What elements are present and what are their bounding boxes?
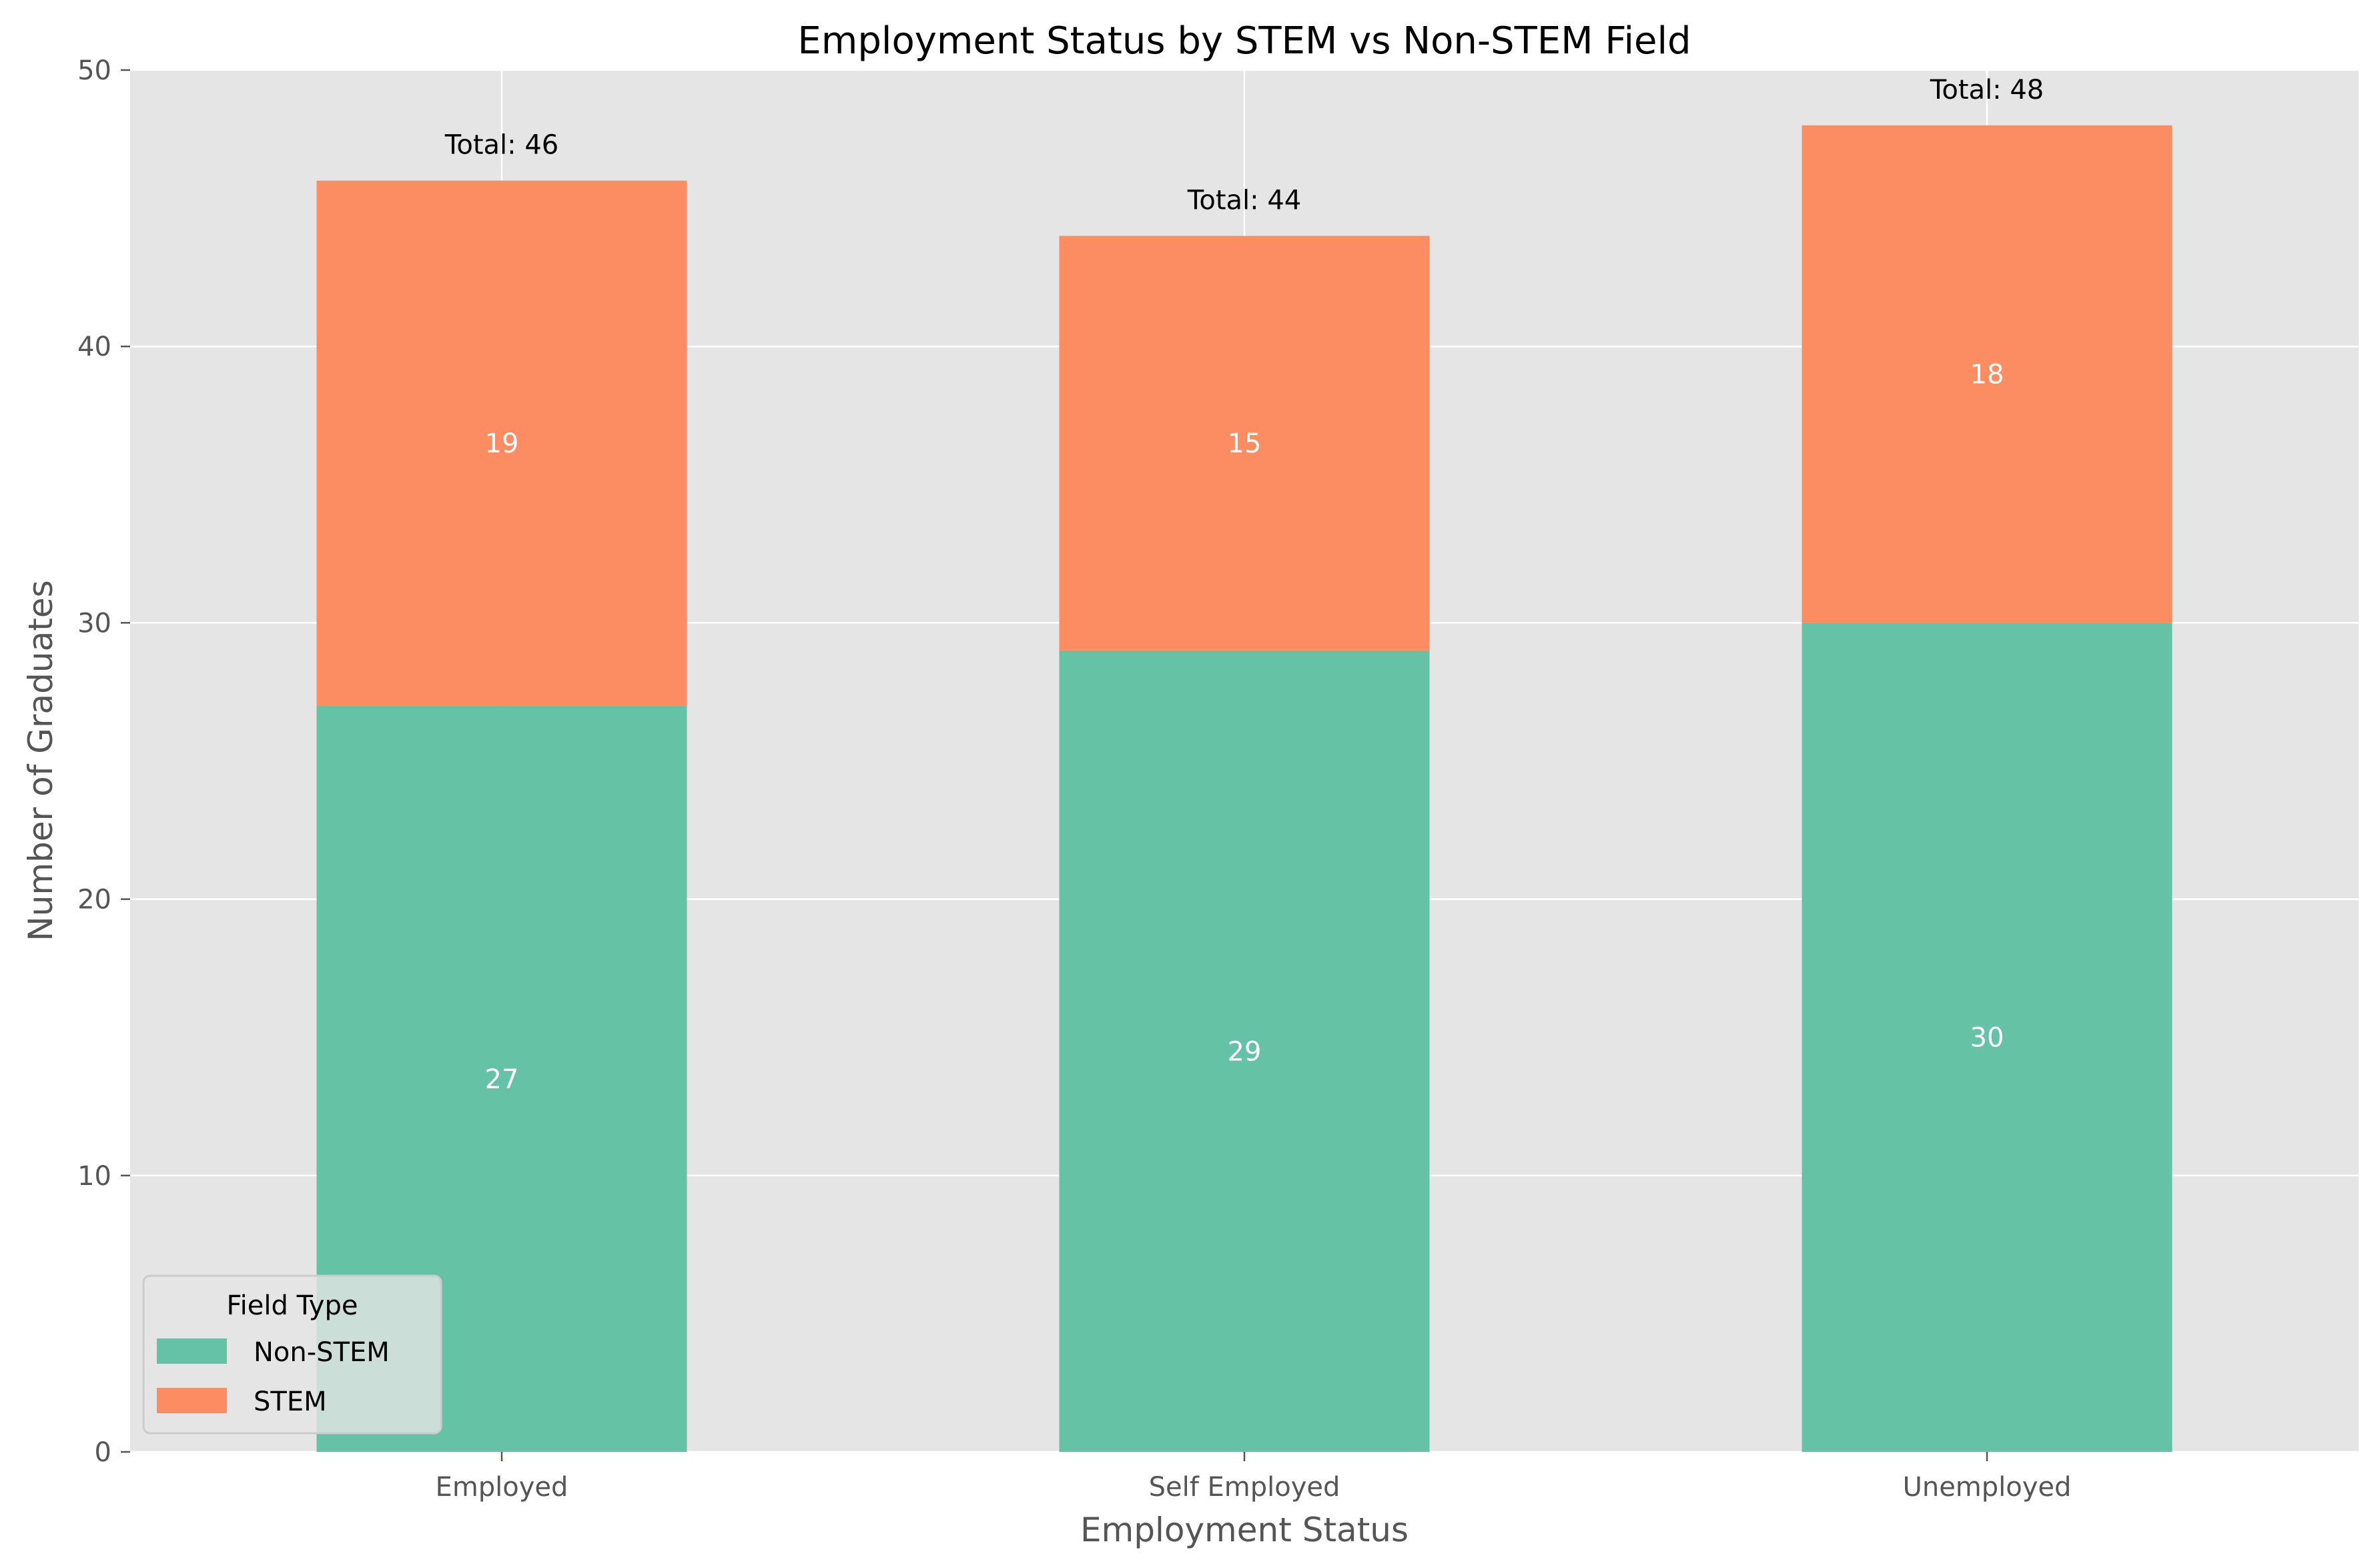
- bar-value-label: 27: [485, 1064, 519, 1095]
- x-axis-ticks: Employed Self Employed Unemployed: [436, 1452, 2072, 1503]
- bar-stem-employed: [316, 180, 687, 706]
- chart-title: Employment Status by STEM vs Non-STEM Fi…: [797, 19, 1691, 63]
- total-label: Total: 48: [1930, 75, 2044, 105]
- legend-title: Field Type: [227, 1290, 358, 1321]
- y-tick-label: 20: [77, 885, 111, 915]
- x-axis-label: Employment Status: [1080, 1511, 1409, 1549]
- total-label: Total: 44: [1187, 185, 1302, 216]
- legend: Field Type Non-STEM STEM: [142, 1274, 442, 1435]
- bar-stem-unemployed: [1802, 125, 2172, 623]
- total-label: Total: 46: [444, 130, 559, 161]
- y-tick-label: 50: [77, 55, 111, 86]
- y-tick-label: 10: [77, 1161, 111, 1192]
- x-tick-label: Self Employed: [1149, 1472, 1340, 1503]
- bar-value-label: 30: [1970, 1023, 2004, 1054]
- bar-value-label: 29: [1228, 1036, 1262, 1067]
- bar-value-label: 15: [1228, 428, 1262, 459]
- x-tick-label: Employed: [436, 1472, 568, 1503]
- legend-swatch-stem: [157, 1388, 227, 1413]
- bar-non-stem-self-employed: [1059, 650, 1430, 1452]
- y-tick-label: 40: [77, 332, 111, 362]
- y-tick-label: 30: [77, 608, 111, 639]
- bar-value-label: 18: [1970, 360, 2004, 390]
- y-axis-ticks: 0 10 20 30 40 50: [77, 55, 130, 1468]
- bars: [316, 125, 2172, 1452]
- legend-label-stem: STEM: [254, 1387, 327, 1417]
- legend-label-non-stem: Non-STEM: [254, 1337, 390, 1368]
- x-tick-label: Unemployed: [1903, 1472, 2072, 1503]
- y-axis-label: Number of Graduates: [21, 580, 60, 941]
- bar-stem-self-employed: [1059, 236, 1430, 651]
- bar-non-stem-unemployed: [1802, 623, 2172, 1452]
- y-tick-label: 0: [95, 1437, 111, 1468]
- bar-value-label: 19: [485, 428, 519, 459]
- bar-value-labels: 27 19 Total: 46 29 15 Total: 44 30 18 Total: 48: [444, 75, 2044, 1095]
- legend-swatch-non-stem: [157, 1338, 227, 1364]
